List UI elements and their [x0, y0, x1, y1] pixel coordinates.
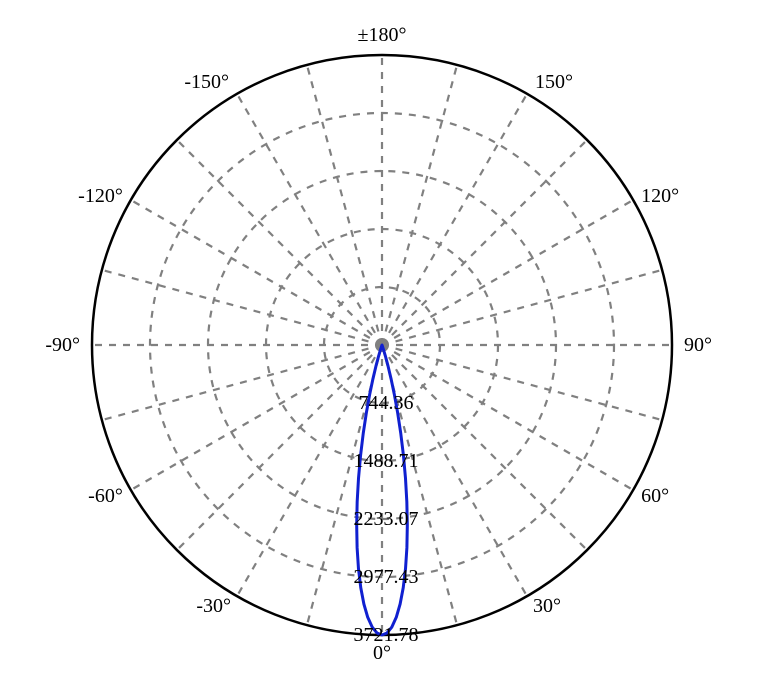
angle-label: 120° [641, 185, 679, 207]
radial-label: 3721.78 [354, 624, 419, 646]
radial-label: 2233.07 [354, 508, 419, 530]
angle-label: -30° [196, 595, 231, 617]
angle-label: 150° [535, 71, 573, 93]
radial-label: 1488.71 [354, 450, 419, 472]
angle-label: 60° [641, 485, 669, 507]
angle-label: -60° [88, 485, 123, 507]
radial-label: 744.36 [359, 392, 414, 414]
angle-label: -90° [45, 334, 80, 356]
angle-label: -120° [78, 185, 123, 207]
angle-label: ±180° [358, 24, 407, 46]
angle-label: 30° [533, 595, 561, 617]
angle-label: -150° [184, 71, 229, 93]
angle-label: 90° [684, 334, 712, 356]
radial-label: 2977.43 [354, 566, 419, 588]
polar-chart: ±180°-150°-120°-90°-60°-30°0°30°60°90°12… [0, 0, 764, 692]
